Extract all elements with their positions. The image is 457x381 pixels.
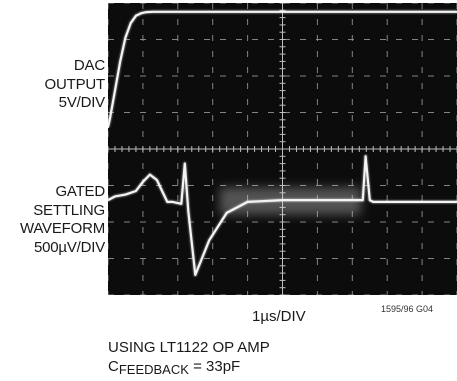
settling-label-line-4: 500µV/DIV	[33, 238, 105, 256]
note-c: C	[108, 358, 119, 375]
note-line-2: CFEEDBACK = 33pF	[108, 357, 270, 379]
settling-waveform-trace	[108, 155, 457, 276]
traces	[108, 9, 457, 277]
dac-label-line-3: 5V/DIV	[58, 94, 106, 111]
settling-label-line-1: GATED	[55, 183, 105, 200]
note-sub: FEEDBACK	[118, 362, 189, 377]
dac-label-line-2: OUTPUT	[44, 75, 106, 93]
settling-label-line-3: WAVEFORM	[19, 220, 105, 237]
dac-output-label: DAC OUTPUT 5V/DIV	[44, 57, 106, 113]
note-line-1: USING LT1122 OP AMP	[108, 339, 270, 356]
graticule	[108, 3, 457, 295]
test-note: USING LT1122 OP AMP CFEEDBACK = 33pF	[108, 338, 270, 379]
note-value: = 33pF	[188, 358, 241, 375]
settling-waveform-label: GATED SETTLING WAVEFORM 500µV/DIV	[20, 183, 105, 257]
dac-label-line-1: DAC	[73, 57, 105, 74]
dac-output-trace	[108, 10, 457, 129]
figure-id: 1595/96 G04	[381, 304, 434, 314]
settling-label-line-2: SETTLING	[33, 201, 105, 219]
x-axis-label: 1µs/DIV	[252, 308, 306, 325]
oscilloscope-screen	[108, 3, 457, 295]
